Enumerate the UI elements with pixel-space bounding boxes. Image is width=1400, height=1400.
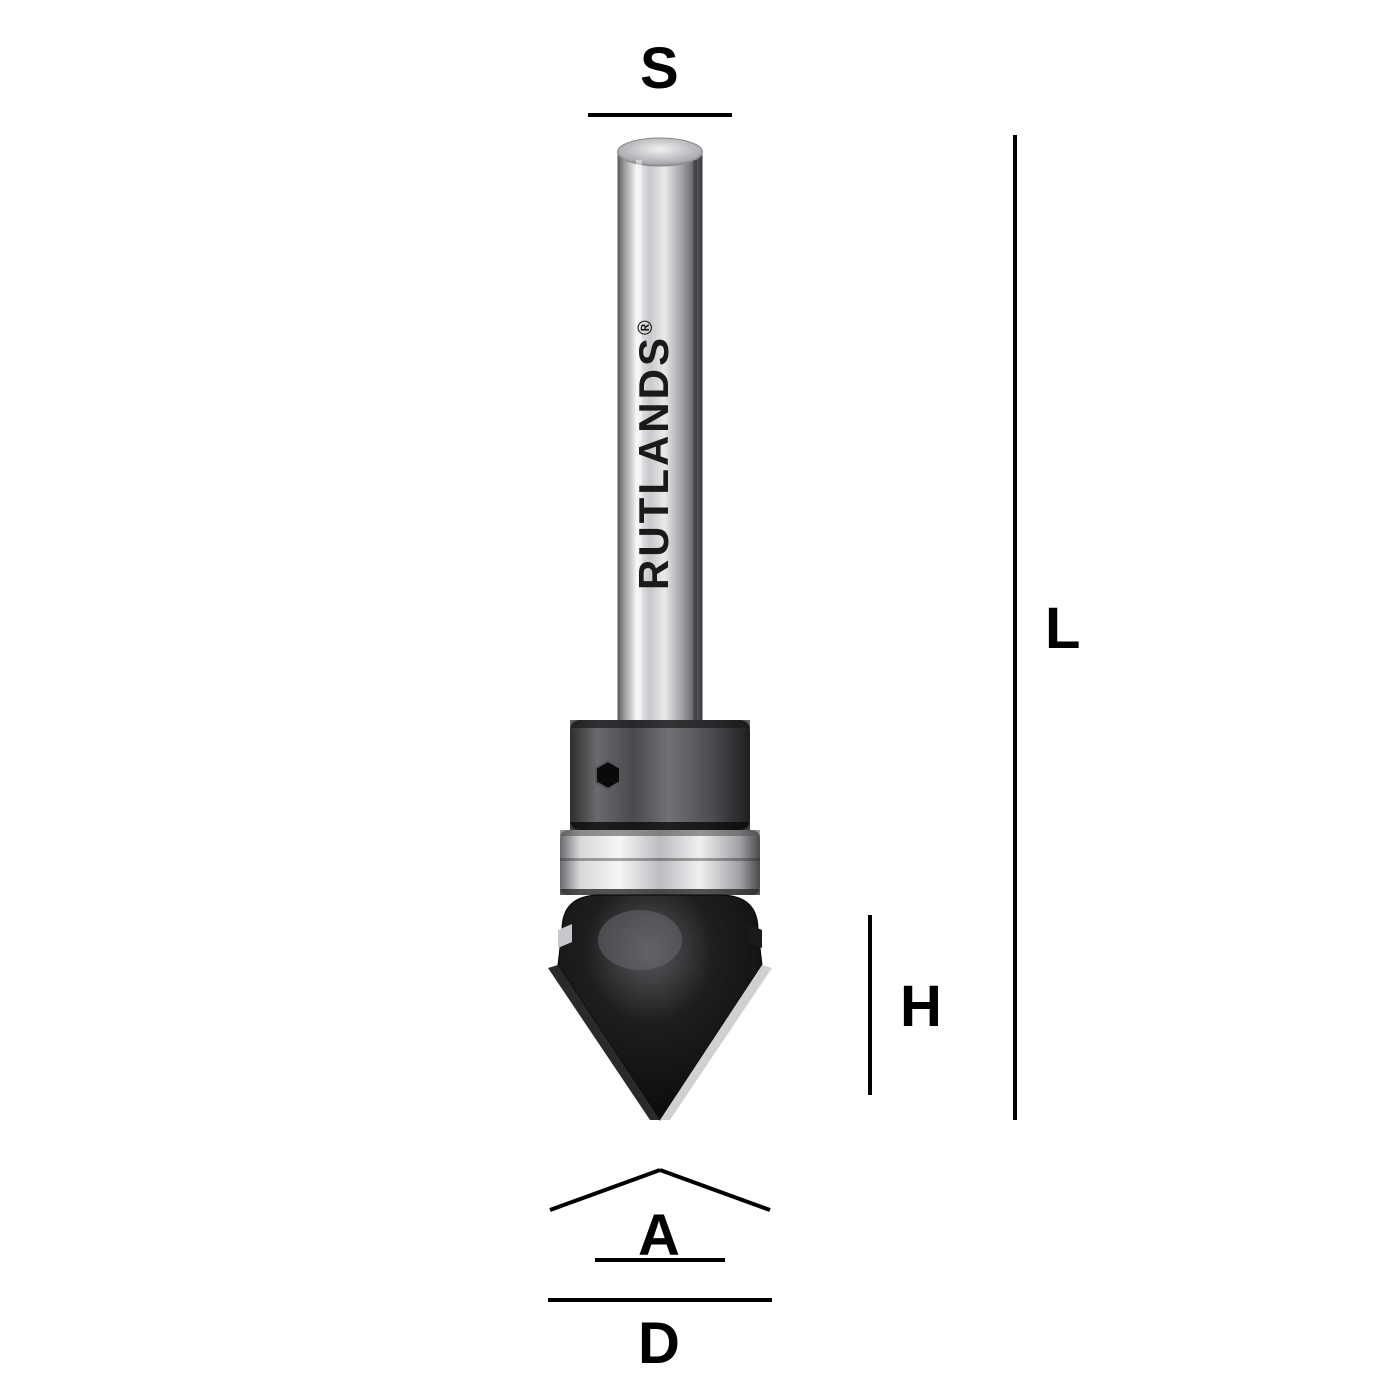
locking-collar <box>570 720 750 830</box>
brand-text: RUTLANDS® <box>630 317 677 590</box>
label-l: L <box>1045 600 1080 658</box>
router-bit-drawing: RUTLANDS® <box>0 0 1400 1400</box>
label-s: S <box>640 40 679 98</box>
label-h: H <box>900 978 942 1036</box>
label-a: A <box>638 1207 680 1265</box>
label-d: D <box>638 1315 680 1373</box>
bearing-ring <box>560 830 760 895</box>
diagram-stage: RUTLANDS® <box>0 0 1400 1400</box>
shank: RUTLANDS® <box>618 138 703 730</box>
cutting-head <box>548 895 772 1120</box>
